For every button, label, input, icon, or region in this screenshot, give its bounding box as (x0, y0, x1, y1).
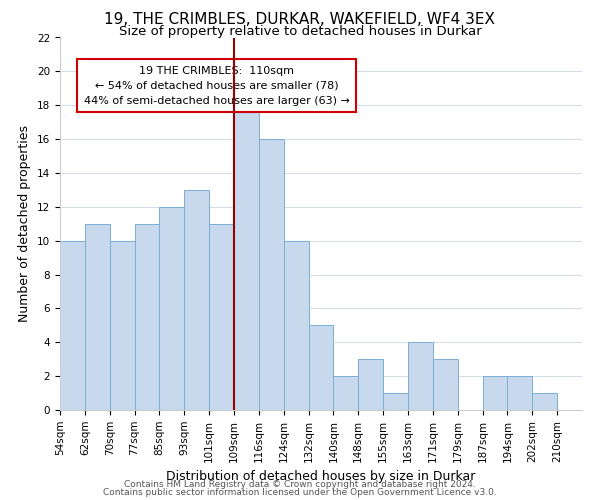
Bar (358, 359, 383, 410)
Bar (408, 342, 433, 410)
Y-axis label: Number of detached properties: Number of detached properties (19, 125, 31, 322)
Bar (532, 393, 557, 410)
Bar (308, 326, 334, 410)
Text: Contains public sector information licensed under the Open Government Licence v3: Contains public sector information licen… (103, 488, 497, 497)
Text: 19, THE CRIMBLES, DURKAR, WAKEFIELD, WF4 3EX: 19, THE CRIMBLES, DURKAR, WAKEFIELD, WF4… (104, 12, 496, 28)
Bar (433, 359, 458, 410)
Bar (383, 393, 408, 410)
Bar (482, 376, 508, 410)
Bar (259, 139, 284, 410)
Bar (160, 207, 184, 410)
Text: 19 THE CRIMBLES:  110sqm
← 54% of detached houses are smaller (78)
44% of semi-d: 19 THE CRIMBLES: 110sqm ← 54% of detache… (83, 66, 350, 106)
Bar (60, 240, 85, 410)
Bar (234, 105, 259, 410)
Bar (85, 224, 110, 410)
Bar (184, 190, 209, 410)
Bar (110, 240, 134, 410)
Text: Size of property relative to detached houses in Durkar: Size of property relative to detached ho… (119, 25, 481, 38)
Text: Contains HM Land Registry data © Crown copyright and database right 2024.: Contains HM Land Registry data © Crown c… (124, 480, 476, 489)
Bar (334, 376, 358, 410)
Bar (508, 376, 532, 410)
Bar (134, 224, 160, 410)
Bar (209, 224, 234, 410)
Bar (284, 240, 308, 410)
X-axis label: Distribution of detached houses by size in Durkar: Distribution of detached houses by size … (166, 470, 476, 483)
